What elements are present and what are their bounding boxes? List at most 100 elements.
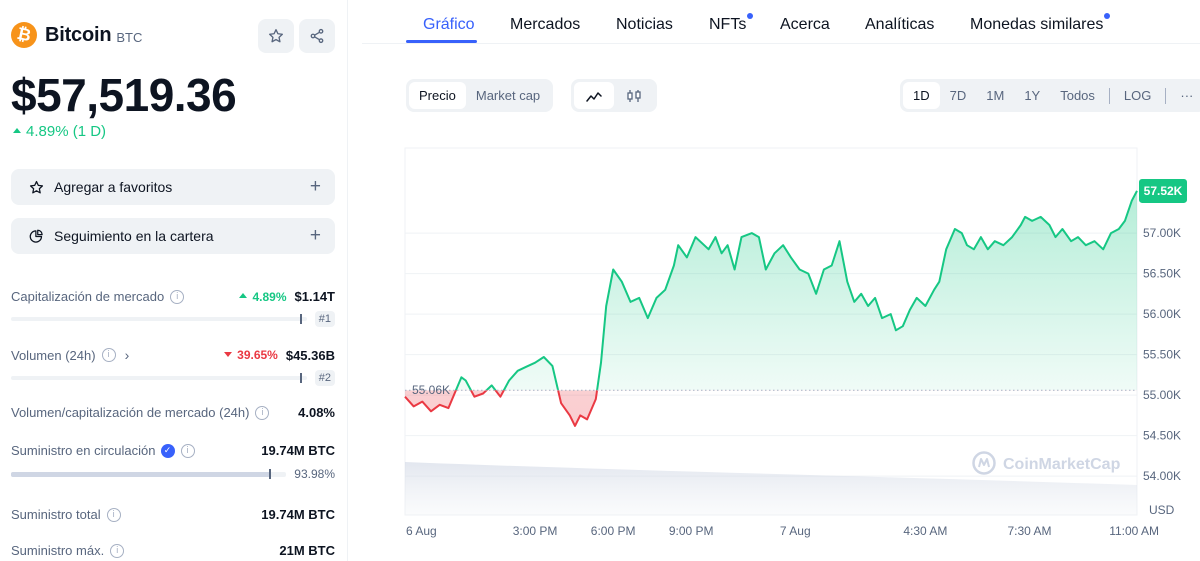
info-icon[interactable]: i bbox=[170, 289, 185, 304]
stat-change: 39.65% bbox=[224, 348, 278, 362]
supply-marker bbox=[268, 468, 271, 479]
chart-type-toggle bbox=[571, 79, 657, 112]
range-1y[interactable]: 1Y bbox=[1024, 88, 1041, 103]
market-cap-toggle[interactable]: Market cap bbox=[475, 88, 541, 103]
x-tick-label: 6 Aug bbox=[406, 524, 437, 538]
stat-label: Suministro en circulación bbox=[11, 443, 156, 458]
watchlist-star-button[interactable] bbox=[258, 19, 294, 53]
price-area-up bbox=[405, 190, 1137, 391]
coin-symbol: BTC bbox=[116, 30, 143, 45]
x-tick-label: 6:00 PM bbox=[591, 524, 636, 538]
share-icon bbox=[310, 28, 324, 44]
y-axis-unit: USD bbox=[1149, 503, 1175, 517]
coinmarketcap-logo-icon bbox=[972, 451, 996, 475]
range-1m[interactable]: 1M bbox=[986, 88, 1005, 103]
verified-icon: ✓ bbox=[160, 443, 175, 458]
stat-total-supply: Suministro total i 19.74M BTC bbox=[11, 507, 335, 522]
stat-vol-mcap: Volumen/capitalización de mercado (24h) i… bbox=[11, 405, 335, 420]
last-price-badge bbox=[1139, 178, 1187, 203]
stat-value: $45.36B bbox=[285, 347, 335, 363]
active-tab-indicator bbox=[406, 40, 477, 43]
tab-grafico[interactable]: Gráfico bbox=[423, 16, 475, 33]
range-todos[interactable]: Todos bbox=[1060, 88, 1095, 103]
tab-nfts[interactable]: NFTs bbox=[709, 13, 754, 34]
stat-volume: Volumen (24h) i › 39.65% $45.36B #2 bbox=[11, 347, 335, 386]
more-options-button[interactable]: ··· bbox=[1180, 88, 1194, 103]
rank-bar bbox=[11, 373, 307, 383]
chevron-right-icon[interactable]: › bbox=[124, 347, 130, 363]
y-tick-label: 54.00K bbox=[1143, 469, 1181, 483]
notification-dot bbox=[1104, 13, 1111, 19]
divider bbox=[1108, 87, 1110, 104]
y-tick-label: 55.50K bbox=[1143, 348, 1181, 362]
y-tick-label: 56.50K bbox=[1143, 267, 1181, 281]
range-1d[interactable]: 1D bbox=[903, 82, 940, 109]
stat-change: 4.89% bbox=[239, 290, 287, 304]
rank-marker bbox=[299, 373, 302, 383]
caret-up-icon bbox=[239, 292, 248, 298]
rank-marker bbox=[299, 314, 302, 324]
last-price-label: 57.52K bbox=[1144, 184, 1183, 198]
star-icon bbox=[29, 180, 44, 193]
coinmarketcap-logo-mark bbox=[978, 458, 990, 468]
y-tick-label: 55.00K bbox=[1143, 388, 1181, 402]
candlestick-icon bbox=[627, 89, 641, 102]
rank-badge: #1 bbox=[314, 311, 335, 327]
bitcoin-logo-icon: ₿ bbox=[11, 22, 37, 48]
coin-name: Bitcoin bbox=[45, 23, 112, 46]
line-chart-icon bbox=[586, 91, 602, 102]
tab-noticias[interactable]: Noticias bbox=[616, 16, 673, 33]
stat-value: 4.08% bbox=[298, 405, 335, 420]
add-to-watchlist-button[interactable]: Agregar a favoritos + bbox=[11, 169, 335, 205]
stat-value: 19.74M BTC bbox=[261, 507, 335, 522]
rank-badge: #2 bbox=[314, 370, 335, 386]
stat-circulating-supply: Suministro en circulación ✓ i 19.74M BTC 9… bbox=[11, 443, 335, 481]
x-tick-label: 7:30 AM bbox=[1007, 524, 1051, 538]
price-chart-svg: 54.00K 54.50K 55.00K 55.50K 56.00K 56.50K 57.0… bbox=[404, 147, 1187, 538]
y-tick-label: 57.00K bbox=[1143, 226, 1181, 240]
tab-mercados[interactable]: Mercados bbox=[510, 16, 581, 33]
price-toggle[interactable]: Precio bbox=[409, 82, 466, 109]
stat-label: Suministro total bbox=[11, 507, 101, 522]
line-chart-button[interactable] bbox=[574, 82, 614, 109]
caret-down-icon bbox=[224, 352, 233, 357]
supply-bar-fill bbox=[11, 471, 270, 477]
tab-monedas-similares[interactable]: Monedas similares bbox=[970, 13, 1111, 34]
price-line-up bbox=[454, 190, 1138, 391]
stat-value: 21M BTC bbox=[279, 543, 335, 558]
watermark-text: CoinMarketCap bbox=[1003, 456, 1121, 473]
log-scale-toggle[interactable]: LOG bbox=[1123, 88, 1152, 103]
coin-price: $57,519.36 bbox=[11, 69, 237, 121]
plus-icon: + bbox=[309, 176, 321, 197]
candlestick-button[interactable] bbox=[614, 82, 654, 109]
info-icon[interactable]: i bbox=[110, 543, 125, 558]
info-icon[interactable]: i bbox=[180, 443, 195, 458]
info-icon[interactable]: i bbox=[101, 348, 116, 362]
stat-max-supply: Suministro máx. i 21M BTC bbox=[11, 543, 335, 558]
share-button[interactable] bbox=[299, 19, 335, 53]
info-icon[interactable]: i bbox=[106, 507, 121, 522]
tab-acerca[interactable]: Acerca bbox=[780, 16, 830, 33]
track-portfolio-label: Seguimiento en la cartera bbox=[54, 228, 214, 244]
metric-toggle: Precio Market cap bbox=[406, 79, 554, 112]
y-tick-label: 54.50K bbox=[1143, 429, 1181, 443]
tab-analiticas[interactable]: Analíticas bbox=[865, 16, 935, 33]
x-tick-label: 9:00 PM bbox=[669, 524, 714, 538]
range-7d[interactable]: 7D bbox=[949, 88, 967, 103]
time-range-toggle: 1D 7D 1M 1Y Todos LOG ··· bbox=[900, 79, 1200, 112]
price-area-down bbox=[405, 390, 598, 426]
rank-bar bbox=[11, 314, 307, 324]
track-portfolio-button[interactable]: Seguimiento en la cartera + bbox=[11, 218, 335, 254]
caret-up-icon bbox=[13, 128, 21, 133]
x-tick-label: 11:00 AM bbox=[1109, 524, 1159, 538]
info-icon[interactable]: i bbox=[255, 405, 270, 420]
pie-chart-icon bbox=[29, 229, 43, 243]
plus-icon: + bbox=[309, 225, 321, 246]
stat-label: Volumen (24h) bbox=[11, 347, 96, 363]
coin-sidebar: ₿ Bitcoin BTC $57,519.36 4.89% (1 D) Agr… bbox=[0, 0, 348, 561]
price-chart[interactable]: 54.00K 54.50K 55.00K 55.50K 56.00K 56.50K 57.0… bbox=[404, 145, 1200, 561]
star-icon bbox=[269, 29, 283, 43]
stat-value: $1.14T bbox=[294, 289, 335, 304]
x-tick-label: 4:30 AM bbox=[903, 524, 947, 538]
notification-dot bbox=[747, 13, 754, 19]
